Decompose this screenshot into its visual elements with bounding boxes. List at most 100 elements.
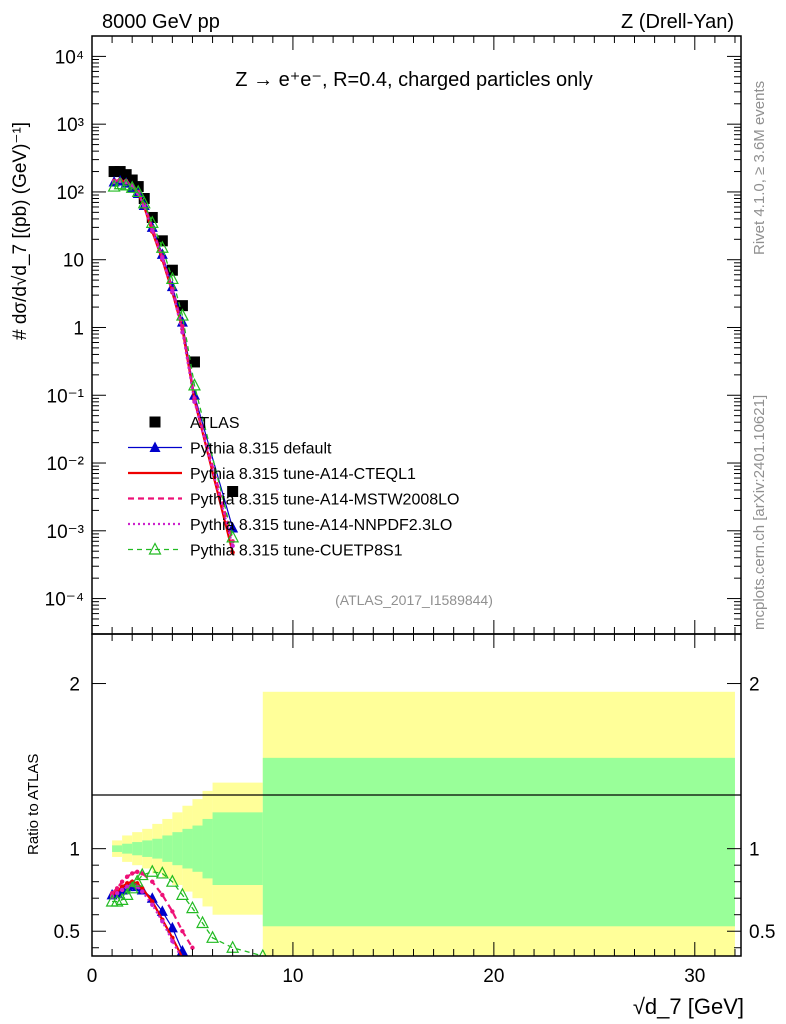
ratio-data-point <box>135 869 140 874</box>
ratio-data-point <box>180 929 185 934</box>
data-point <box>113 176 127 190</box>
data-point <box>188 356 200 368</box>
uncertainty-band-green <box>152 838 163 859</box>
ratio-data-point <box>190 972 194 976</box>
uncertainty-band-green <box>112 845 123 852</box>
ratio-y-tick-label: 1 <box>69 840 80 861</box>
data-point <box>125 180 139 193</box>
uncertainty-band-green <box>212 812 263 885</box>
ratio-data-point <box>129 871 135 876</box>
ratio-data-point <box>206 930 220 943</box>
ratio-series-line <box>112 871 266 956</box>
y-tick-label: 10⁻⁴ <box>45 590 84 611</box>
legend: ATLAS Pythia 8.315 default Pythia 8.315 tu… <box>128 415 459 560</box>
legend-marker <box>149 416 161 428</box>
data-point <box>131 184 145 198</box>
rivet-version-label: Rivet 4.1.0, ≥ 3.6M events <box>751 81 768 255</box>
x-tick-label: 20 <box>483 966 504 987</box>
header-left: 8000 GeV pp <box>102 11 220 33</box>
analysis-id-label: (ATLAS_2017_I1589844) <box>335 592 493 608</box>
series-line <box>113 183 234 538</box>
data-point <box>160 256 165 261</box>
ratio-data-point <box>170 938 175 944</box>
ratio-data-point <box>165 874 179 887</box>
data-point <box>126 174 138 186</box>
ratio-data-point <box>185 900 199 914</box>
uncertainty-band-green <box>262 757 735 927</box>
mcplots-label: mcplots.cern.ch [arXiv:2401.10621] <box>751 395 768 630</box>
data-point <box>230 550 235 555</box>
data-point <box>108 166 120 178</box>
ratio-data-point <box>180 957 184 961</box>
uncertainty-band-green <box>192 825 203 872</box>
ratio-y-tick-label: 2 <box>69 675 80 696</box>
uncertainty-band-green <box>172 832 183 866</box>
data-point <box>145 215 159 228</box>
data-point <box>166 264 178 276</box>
legend-label: Pythia 8.315 tune-A14-CTEQL1 <box>190 466 416 483</box>
ratio-data-point <box>196 915 210 929</box>
x-tick-label: 0 <box>87 966 98 987</box>
ratio-data-point <box>110 894 124 907</box>
ratio-data-point <box>140 889 145 894</box>
data-point <box>165 271 179 285</box>
main-y-axis-label: # dσ/d√d_7 [(pb) (GeV)⁻¹] <box>10 122 31 340</box>
data-point <box>155 240 169 253</box>
legend-marker <box>149 441 161 452</box>
ratio-data-point <box>130 874 144 887</box>
data-point <box>114 166 126 178</box>
ratio-plot-frame <box>91 633 742 957</box>
ratio-y-tick-label-right: 1 <box>749 840 760 861</box>
ratio-data-point <box>150 899 155 904</box>
x-axis-label: √d_7 [GeV] <box>633 994 744 1019</box>
data-point <box>176 300 188 312</box>
ratio-y-tick-label-right: 0.5 <box>749 922 775 943</box>
uncertainty-band-green <box>182 828 193 869</box>
data-point <box>150 228 155 233</box>
ratio-data-point <box>160 919 165 924</box>
ratio-data-point <box>150 902 155 908</box>
data-point <box>137 195 151 209</box>
legend-marker <box>148 542 162 555</box>
ratio-data-point <box>145 864 159 877</box>
y-tick-label: 1 <box>73 318 84 339</box>
ratio-data-point <box>150 879 155 884</box>
ratio-data-point <box>114 886 120 891</box>
ratio-data-point <box>125 881 139 894</box>
legend-label: Pythia 8.315 tune-A14-NNPDF2.3LO <box>190 517 452 534</box>
main-plot: 10⁻⁴ 10⁻³ 10⁻² 10⁻¹ 1 10 10² 10³ 10⁴ Z → e⁺e⁻, R… <box>10 35 742 635</box>
x-tick-label: 10 <box>282 966 303 987</box>
series-line <box>113 178 234 542</box>
data-point <box>227 486 239 498</box>
y-tick-label: 10 <box>63 251 84 272</box>
y-tick-label: 10³ <box>57 115 84 136</box>
y-tick-label: 10⁻³ <box>47 522 85 543</box>
main-plot-title: Z → e⁺e⁻, R=0.4, charged particles only <box>235 69 592 91</box>
y-tick-label: 10⁴ <box>55 47 84 68</box>
uncertainty-band-green <box>142 840 153 857</box>
ratio-data-point <box>114 891 120 896</box>
data-point <box>120 169 132 181</box>
legend-label: Pythia 8.315 tune-CUETP8S1 <box>190 543 403 560</box>
ratio-data-point <box>120 887 134 901</box>
data-point <box>107 179 121 192</box>
data-point <box>227 521 239 533</box>
uncertainty-band-green <box>202 818 213 879</box>
ratio-data-point <box>124 874 130 879</box>
y-tick-label: 10⁻¹ <box>47 386 85 407</box>
ratio-data-point <box>124 884 130 889</box>
ratio-data-point <box>155 866 169 879</box>
header-right: Z (Drell-Yan) <box>621 11 734 33</box>
ratio-plot: 0.5 0.51 12 20 10 20 30 Ratio to ATLAS <box>25 633 775 987</box>
legend-label: ATLAS <box>190 415 240 432</box>
legend-label: Pythia 8.315 default <box>190 441 332 458</box>
uncertainty-band-green <box>132 842 143 856</box>
data-point <box>187 378 201 391</box>
y-tick-label: 10⁻² <box>47 454 85 475</box>
x-tick-label: 30 <box>684 966 705 987</box>
ratio-y-tick-label-right: 2 <box>749 675 760 696</box>
data-point <box>175 308 189 321</box>
ratio-data-point <box>190 972 194 976</box>
ratio-data-point <box>170 909 175 914</box>
